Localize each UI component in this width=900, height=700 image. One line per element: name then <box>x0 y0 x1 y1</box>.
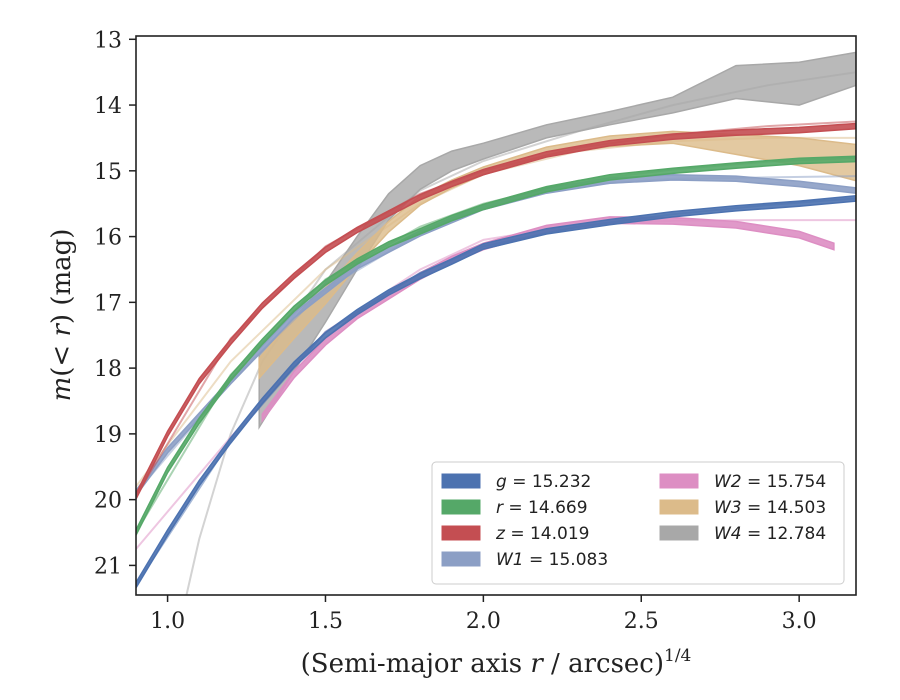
legend-frame <box>431 461 845 585</box>
y-tick-label: 13 <box>94 28 122 53</box>
legend-swatch-w2 <box>659 473 699 489</box>
legend: g = 15.232 r = 14.669 z = 14.019 W1 = 15.08… <box>431 461 845 585</box>
legend-swatch-w4 <box>659 525 699 541</box>
legend-swatch-w1 <box>441 551 481 567</box>
legend-label-g: g = 15.232 <box>496 472 591 492</box>
x-tick-label: 1.0 <box>150 609 185 634</box>
y-tick-label: 14 <box>94 94 122 119</box>
y-tick-label: 16 <box>94 226 122 251</box>
y-tick-label: 15 <box>94 160 122 185</box>
y-axis-label: m(< r) (mag) <box>47 229 77 402</box>
x-tick-label: 2.5 <box>624 609 659 634</box>
legend-label-z: z = 14.019 <box>495 524 589 544</box>
legend-label-r: r = 14.669 <box>496 498 588 518</box>
plot-frame <box>135 35 857 596</box>
series-band-r <box>136 155 856 536</box>
ticks-layer: 1.0 1.5 2.0 2.5 3.0 13 14 15 16 17 18 19 20 21 <box>94 28 817 634</box>
legend-entry-r: r = 14.669 <box>441 498 588 518</box>
y-tick-label: 19 <box>94 423 122 448</box>
legend-entry-w2: W2 = 15.754 <box>659 472 826 492</box>
legend-swatch-g <box>441 473 481 489</box>
y-tick-label: 20 <box>94 489 122 514</box>
x-axis-label: (Semi-major axis r / arcsec)1/4 <box>301 646 692 679</box>
y-tick-label: 17 <box>94 291 122 316</box>
legend-swatch-w3 <box>659 499 699 515</box>
series-band-g <box>136 195 856 590</box>
legend-swatch-z <box>441 525 481 541</box>
series-band-z <box>136 122 856 500</box>
legend-entry-w3: W3 = 14.503 <box>659 498 826 518</box>
legend-label-w1: W1 = 15.083 <box>496 550 608 570</box>
series-layer <box>136 51 856 595</box>
legend-label-w4: W4 = 12.784 <box>714 524 826 544</box>
x-tick-label: 2.0 <box>466 609 501 634</box>
legend-entry-g: g = 15.232 <box>441 472 591 492</box>
legend-entry-w1: W1 = 15.083 <box>441 550 608 570</box>
y-tick-label: 18 <box>94 357 122 382</box>
x-tick-label: 1.5 <box>308 609 343 634</box>
y-tick-label: 21 <box>94 554 122 579</box>
legend-entry-w4: W4 = 12.784 <box>659 524 826 544</box>
legend-label-w2: W2 = 15.754 <box>714 472 826 492</box>
x-tick-label: 3.0 <box>782 609 817 634</box>
legend-label-w3: W3 = 14.503 <box>714 498 826 518</box>
legend-entry-z: z = 14.019 <box>441 524 589 544</box>
legend-swatch-r <box>441 499 481 515</box>
